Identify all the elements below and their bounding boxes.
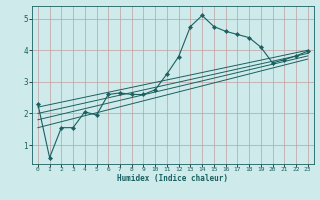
X-axis label: Humidex (Indice chaleur): Humidex (Indice chaleur) — [117, 174, 228, 183]
